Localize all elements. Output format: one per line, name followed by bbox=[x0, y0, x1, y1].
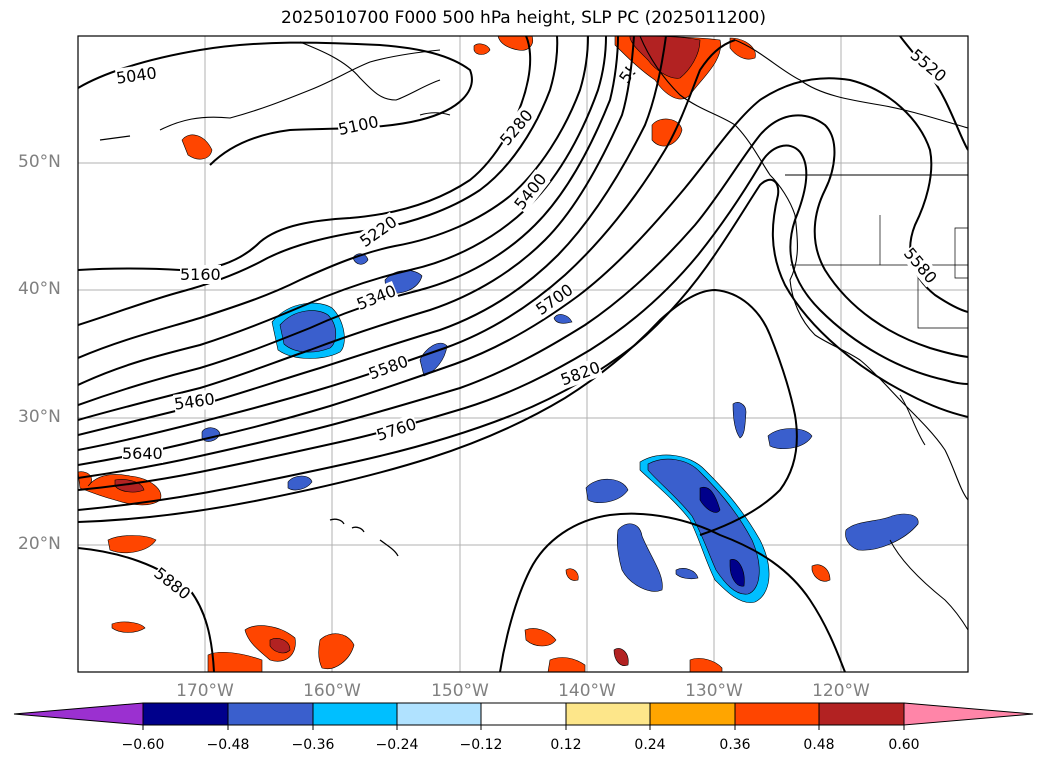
colorbar-segment bbox=[649, 702, 736, 726]
colorbar-tick-label: −0.48 bbox=[206, 737, 250, 753]
colorbar-segment bbox=[312, 702, 398, 726]
negative-anomaly bbox=[616, 523, 663, 592]
colorbar-segment bbox=[734, 702, 820, 726]
positive-anomaly bbox=[181, 134, 213, 160]
positive-anomaly bbox=[318, 633, 355, 670]
contour-line bbox=[78, 547, 215, 672]
contour-line bbox=[899, 36, 968, 151]
negative-anomaly bbox=[732, 402, 747, 439]
colorbar-segment bbox=[142, 702, 229, 726]
contour-line bbox=[78, 36, 635, 421]
map-title: 2025010700 F000 500 hPa height, SLP PC (… bbox=[281, 8, 766, 28]
positive-anomaly bbox=[269, 638, 291, 654]
contour-line bbox=[78, 114, 968, 479]
colorbar-segment bbox=[396, 702, 482, 726]
positive-anomaly bbox=[497, 36, 533, 51]
negative-anomaly bbox=[767, 428, 813, 449]
positive-anomaly bbox=[651, 118, 683, 147]
contour-line bbox=[78, 288, 798, 536]
positive-anomaly bbox=[729, 37, 756, 60]
lat-label: 30°N bbox=[18, 407, 61, 427]
lat-label: 50°N bbox=[18, 152, 61, 172]
contour-line bbox=[78, 77, 968, 466]
colorbar-tick-label: −0.36 bbox=[291, 737, 335, 753]
colorbar-segment bbox=[818, 702, 905, 726]
contour-line bbox=[78, 36, 607, 386]
contour-line bbox=[78, 41, 473, 166]
colorbar-tick-label: −0.60 bbox=[121, 737, 165, 753]
colorbar-extend-high bbox=[903, 702, 1034, 726]
colorbar-tick-label: 0.36 bbox=[719, 737, 751, 753]
colorbar-tick-label: −0.12 bbox=[459, 737, 503, 753]
positive-anomaly bbox=[473, 43, 491, 55]
height-contours bbox=[78, 36, 968, 672]
negative-anomaly bbox=[845, 513, 919, 551]
lon-label: 170°W bbox=[176, 681, 234, 701]
colorbar-tick-label: 0.60 bbox=[888, 737, 920, 753]
negative-anomaly bbox=[287, 475, 313, 491]
graticule bbox=[78, 36, 968, 672]
colorbar-tick-label: 0.48 bbox=[803, 737, 835, 753]
plot-frame bbox=[77, 35, 969, 673]
positive-anomaly bbox=[565, 568, 579, 581]
anomaly-shading bbox=[78, 36, 919, 672]
lat-label: 40°N bbox=[18, 279, 61, 299]
negative-anomaly bbox=[729, 559, 745, 587]
lon-label: 160°W bbox=[303, 681, 361, 701]
lon-label: 150°W bbox=[431, 681, 489, 701]
lat-label: 20°N bbox=[18, 534, 61, 554]
contour-line bbox=[78, 36, 619, 406]
colorbar-segment bbox=[227, 702, 314, 726]
lon-label: 120°W bbox=[812, 681, 870, 701]
colorbar-tick-label: 0.24 bbox=[634, 737, 666, 753]
negative-anomaly bbox=[675, 568, 699, 580]
negative-anomaly bbox=[279, 310, 337, 353]
positive-anomaly bbox=[613, 648, 629, 666]
contour-line bbox=[78, 36, 559, 326]
negative-anomaly bbox=[699, 486, 721, 513]
colorbar-segment bbox=[565, 702, 651, 726]
contour-line bbox=[78, 144, 968, 491]
colorbar bbox=[13, 702, 1034, 726]
colorbar-tick-marks bbox=[142, 725, 905, 730]
colorbar-extend-low bbox=[13, 702, 144, 726]
colorbar-segment bbox=[480, 702, 567, 726]
colorbar-tick-label: −0.24 bbox=[375, 737, 419, 753]
positive-anomaly bbox=[524, 628, 557, 647]
colorbar-tick-label: 0.12 bbox=[550, 737, 582, 753]
negative-anomaly bbox=[553, 314, 573, 324]
positive-anomaly bbox=[811, 564, 831, 582]
lon-label: 140°W bbox=[558, 681, 616, 701]
positive-anomaly bbox=[207, 651, 263, 672]
contour-line bbox=[78, 39, 736, 451]
contour-line bbox=[78, 178, 968, 511]
lon-label: 130°W bbox=[685, 681, 743, 701]
positive-anomaly bbox=[689, 658, 723, 672]
positive-anomaly bbox=[107, 535, 157, 553]
negative-anomaly bbox=[585, 478, 629, 503]
positive-anomaly bbox=[547, 657, 586, 672]
positive-anomaly bbox=[111, 621, 146, 633]
contour-line bbox=[499, 512, 846, 672]
positive-anomaly bbox=[629, 36, 701, 79]
contour-line bbox=[78, 36, 532, 272]
